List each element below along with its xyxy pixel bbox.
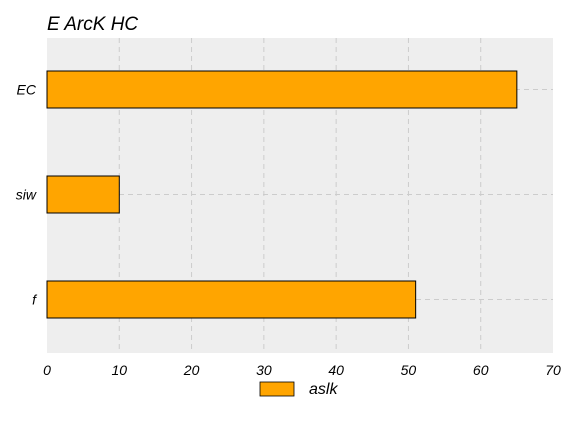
x-tick-label: 70	[545, 362, 561, 378]
chart-title: E ArcK HC	[47, 14, 138, 35]
x-axis-tick-labels: 0 10 20 30 40 50 60 70	[43, 362, 561, 378]
x-tick-label: 30	[256, 362, 272, 378]
x-tick-label: 0	[43, 362, 51, 378]
x-tick-label: 20	[183, 362, 200, 378]
legend-swatch	[259, 381, 295, 397]
legend-label-aslk: aslk	[309, 381, 338, 398]
x-tick-label: 60	[473, 362, 489, 378]
x-tick-label: 10	[111, 362, 127, 378]
y-axis-tick-labels: EC siw f	[16, 82, 38, 308]
y-tick-label-EC: EC	[17, 82, 37, 98]
bar-EC	[46, 70, 518, 109]
y-tick-label-siw: siw	[16, 187, 37, 203]
y-tick-label-f: f	[32, 292, 38, 308]
x-tick-label: 40	[328, 362, 344, 378]
bar-siw	[46, 175, 120, 214]
legend: aslk	[259, 381, 338, 398]
x-tick-label: 50	[401, 362, 417, 378]
bar-f	[46, 280, 417, 319]
bars	[46, 70, 518, 319]
